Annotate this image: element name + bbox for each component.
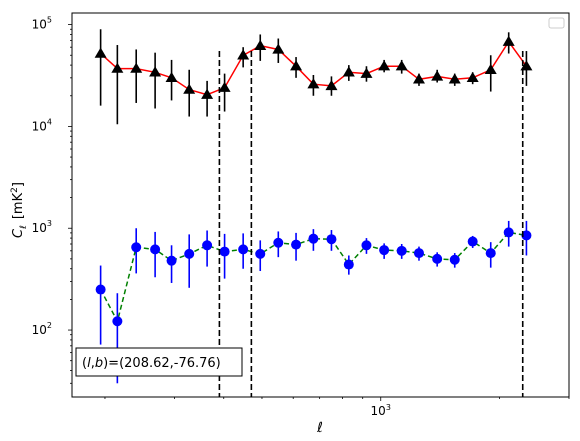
series (95, 220, 532, 384)
y-label-unit-close: ] (11, 182, 26, 187)
data-point-triangle (466, 71, 479, 83)
data-point-triangle (183, 83, 196, 94)
y-tick-exp: 2 (47, 321, 52, 330)
data-point-triangle (502, 35, 515, 46)
annotation-l: l (87, 356, 91, 371)
plot-frame (71, 12, 570, 398)
data-point-triangle (412, 73, 425, 84)
data-point-triangle (272, 43, 285, 54)
data-point-triangle (378, 60, 391, 71)
data-point-circle (467, 236, 478, 247)
data-point-circle (361, 240, 372, 251)
annotation-value: )=(208.62,-76.76) (103, 356, 221, 371)
data-point-triangle (237, 49, 250, 60)
data-point-circle (379, 245, 390, 256)
data-point-triangle (307, 78, 320, 89)
y-tick-exp: 4 (47, 117, 52, 126)
x-tick-label: 103 (371, 403, 391, 418)
data-point-circle (413, 248, 424, 259)
y-axis-label: Cℓ [mK2] (10, 182, 29, 238)
series (94, 29, 533, 125)
legend-box (548, 17, 565, 29)
data-point-circle (273, 237, 284, 248)
data-point-triangle (290, 60, 303, 71)
data-point-circle (485, 248, 496, 259)
y-tick-label: 104 (32, 117, 52, 133)
data-point-circle (131, 242, 142, 253)
data-point-triangle (360, 67, 373, 78)
annotation-text: (l,b)=(208.62,-76.76) (82, 356, 221, 371)
data-point-triangle (431, 70, 444, 81)
data-point-circle (449, 254, 460, 265)
x-tick-base: 10 (371, 404, 386, 418)
data-point-triangle (218, 81, 231, 92)
data-point-circle (503, 227, 514, 238)
annotation-box (75, 347, 243, 377)
x-tick-exp: 3 (386, 403, 391, 412)
y-tick-label: 102 (32, 321, 52, 337)
y-tick-base: 10 (32, 221, 47, 235)
data-point-circle (238, 244, 249, 255)
data-point-circle (202, 240, 213, 251)
annotation-prefix: ( (82, 356, 87, 371)
series-layer (94, 29, 533, 384)
y-tick-exp: 3 (47, 219, 52, 228)
data-point-triangle (111, 62, 124, 73)
data-point-circle (432, 253, 443, 264)
vline-layer (218, 51, 524, 397)
data-point-circle (308, 233, 319, 244)
data-point-triangle (149, 66, 162, 77)
data-point-triangle (201, 88, 214, 99)
data-point-triangle (395, 60, 408, 71)
annotation-comma: , (91, 356, 95, 371)
annotation-b: b (95, 356, 103, 371)
data-point-circle (95, 284, 106, 295)
y-tick-base: 10 (32, 18, 47, 32)
data-point-circle (326, 234, 337, 245)
y-label-unit: [mK (11, 192, 26, 219)
data-point-circle (112, 316, 123, 327)
y-tick-base: 10 (32, 323, 47, 337)
y-label-main: C (11, 228, 26, 238)
y-tick-label: 103 (32, 219, 52, 235)
data-point-triangle (484, 63, 497, 74)
data-point-circle (343, 259, 354, 270)
y-label-sub: ℓ (19, 225, 29, 230)
data-point-circle (219, 246, 230, 257)
data-point-triangle (94, 47, 107, 58)
data-point-circle (166, 255, 177, 266)
data-point-triangle (130, 62, 143, 73)
y-tick-label: 105 (32, 16, 52, 32)
annotation: (l,b)=(208.62,-76.76) (75, 347, 243, 377)
data-point-circle (150, 244, 161, 255)
data-point-circle (184, 248, 195, 259)
data-point-triangle (448, 73, 461, 84)
x-axis-label: ℓ (316, 420, 323, 436)
y-tick-base: 10 (32, 119, 47, 133)
data-point-triangle (254, 39, 267, 50)
y-label-unit-sup: 2 (10, 187, 20, 193)
data-point-circle (255, 248, 266, 259)
data-point-triangle (165, 71, 178, 83)
y-tick-exp: 5 (47, 16, 52, 25)
data-point-triangle (325, 79, 338, 91)
data-point-circle (396, 245, 407, 256)
data-point-circle (291, 239, 302, 250)
data-point-triangle (342, 66, 355, 77)
data-point-circle (521, 230, 532, 241)
data-point-triangle (520, 60, 533, 71)
